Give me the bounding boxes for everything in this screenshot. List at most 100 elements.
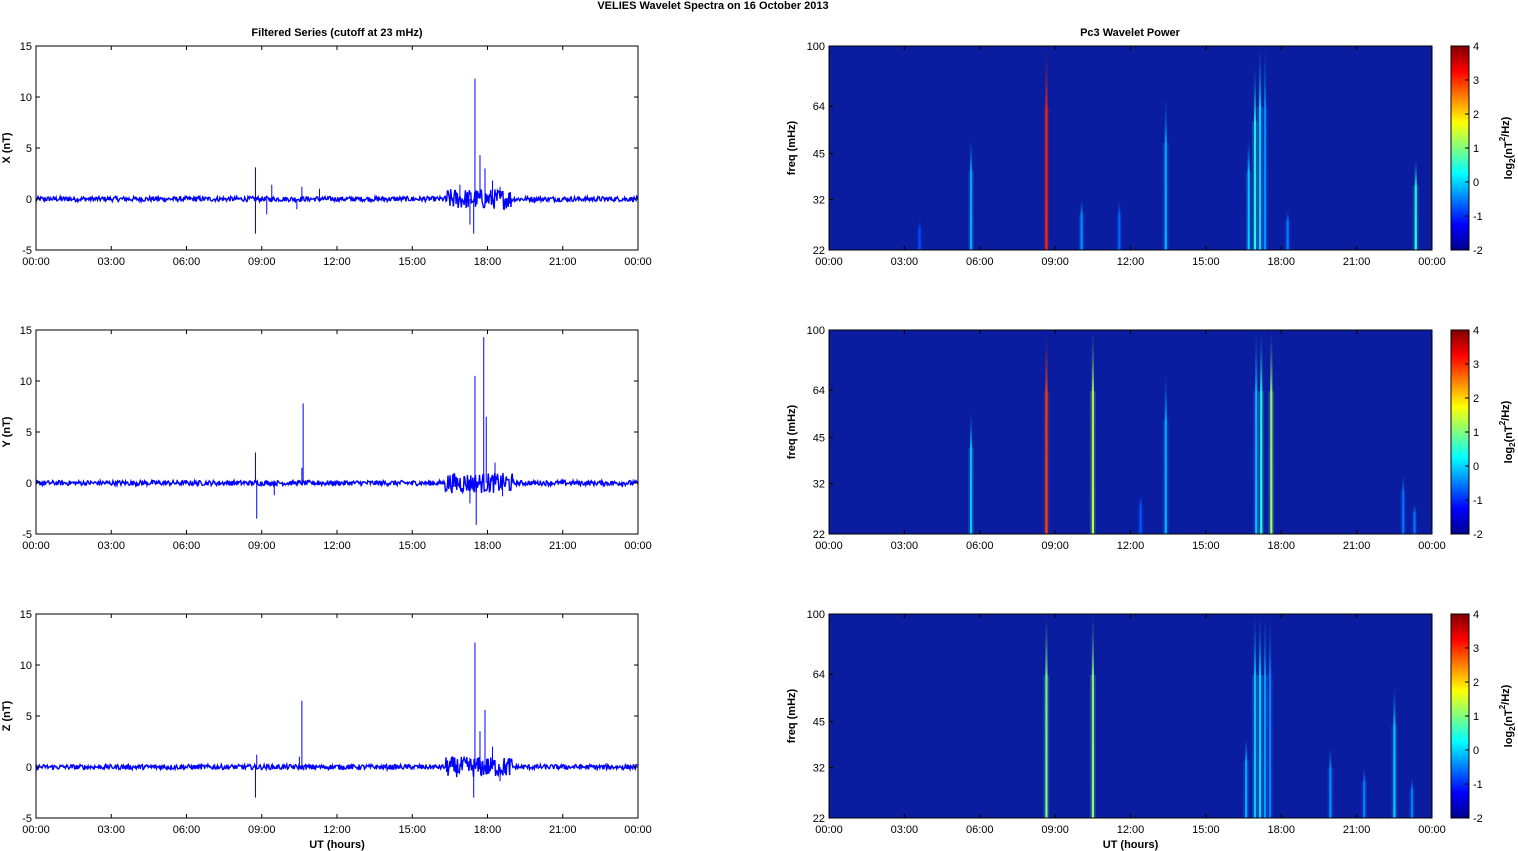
heatmap-background	[829, 614, 1432, 818]
power-streak-halo	[1078, 214, 1085, 250]
power-streak-halo	[1400, 491, 1407, 534]
power-streak-halo	[916, 228, 923, 250]
power-streak-halo	[1261, 675, 1268, 818]
wavelet-xtick-label: 09:00	[1041, 540, 1069, 552]
heatmap-background	[829, 46, 1432, 250]
wavelet-xtick-label: 15:00	[1192, 256, 1220, 268]
timeseries-xtick-label: 06:00	[173, 256, 201, 268]
ytick-label: -5	[22, 529, 32, 541]
y-axis-label: freq (mHz)	[786, 404, 798, 459]
power-streak	[1091, 614, 1095, 818]
timeseries-xtick-label: 15:00	[398, 256, 426, 268]
power-streak	[1255, 330, 1258, 534]
colorbar-tick-label: 4	[1473, 609, 1479, 621]
power-streak	[1410, 777, 1414, 818]
plot-area	[36, 330, 638, 534]
ytick-label: 0	[26, 762, 32, 774]
wavelet-xtick-label: 00:00	[1418, 824, 1446, 836]
colorbar-tick-label: 4	[1473, 325, 1479, 337]
power-streak-halo	[1245, 171, 1252, 250]
power-streak	[1258, 614, 1262, 818]
y-axis-label: freq (mHz)	[786, 688, 798, 743]
timeseries-xtick-label: 00:00	[624, 824, 652, 836]
wavelet-xtick-label: 21:00	[1343, 540, 1371, 552]
timeseries-xtick-label: 18:00	[474, 824, 502, 836]
timeseries-xtick-label: 00:00	[624, 256, 652, 268]
figure-title: VELIES Wavelet Spectra on 16 October 201…	[597, 0, 828, 12]
ytick-label: 45	[813, 717, 825, 729]
power-streak	[1258, 46, 1262, 250]
colorbar-tick-label: 0	[1473, 177, 1479, 189]
wavelet-xtick-label: 18:00	[1267, 824, 1295, 836]
ytick-label: 15	[20, 41, 32, 53]
timeseries-xtick-label: 21:00	[549, 540, 577, 552]
timeseries-xtick-label: 21:00	[549, 824, 577, 836]
power-streak-halo	[1411, 512, 1418, 534]
power-streak	[1268, 614, 1272, 818]
ytick-label: -5	[22, 813, 32, 825]
wavelet-xtick-label: 09:00	[1041, 824, 1069, 836]
left-column-title: Filtered Series (cutoff at 23 mHz)	[251, 27, 422, 39]
timeseries-xtick-label: 09:00	[248, 256, 276, 268]
timeseries-xtick-label: 09:00	[248, 540, 276, 552]
ytick-label: -5	[22, 245, 32, 257]
power-streak-halo	[1162, 142, 1169, 250]
power-streak	[1286, 209, 1289, 250]
ytick-label: 22	[813, 245, 825, 257]
ytick-label: 22	[813, 529, 825, 541]
ytick-label: 5	[26, 143, 32, 155]
power-streak-halo	[1251, 675, 1258, 818]
wavelet-xtick-label: 18:00	[1267, 540, 1295, 552]
colorbar-tick-label: 1	[1473, 427, 1479, 439]
plot-area	[36, 46, 638, 250]
power-streak-halo	[1284, 221, 1291, 250]
ytick-label: 0	[26, 194, 32, 206]
ytick-label: 22	[813, 813, 825, 825]
ytick-label: 10	[20, 92, 32, 104]
wavelet-xtick-label: 21:00	[1343, 256, 1371, 268]
power-streak-halo	[1137, 505, 1144, 534]
ytick-label: 64	[813, 101, 825, 113]
power-streak	[1263, 614, 1267, 818]
power-streak-halo	[967, 448, 974, 534]
ytick-label: 32	[813, 195, 825, 207]
y-axis-label: Y (nT)	[1, 416, 13, 447]
power-streak-halo	[1408, 789, 1415, 818]
power-streak-halo	[1391, 725, 1398, 818]
ytick-label: 32	[813, 763, 825, 775]
ytick-label: 45	[813, 433, 825, 445]
timeseries-xtick-label: 00:00	[624, 540, 652, 552]
timeseries-xtick-label: 12:00	[323, 824, 351, 836]
colorbar-tick-label: -2	[1473, 245, 1483, 257]
power-streak-halo	[1162, 419, 1169, 534]
wavelet-xtick-label: 00:00	[1418, 256, 1446, 268]
power-streak	[1139, 493, 1142, 534]
x-axis-label: UT (hours)	[1103, 839, 1159, 851]
y-axis-label: Z (nT)	[1, 700, 13, 731]
wavelet-xtick-label: 00:00	[1418, 540, 1446, 552]
ytick-label: 10	[20, 660, 32, 672]
colorbar-tick-label: 3	[1473, 75, 1479, 87]
power-streak	[1270, 330, 1273, 534]
wavelet-xtick-label: 03:00	[891, 540, 919, 552]
power-streak	[969, 137, 973, 250]
wavelet-xtick-label: 00:00	[815, 824, 843, 836]
timeseries-xtick-label: 18:00	[474, 540, 502, 552]
power-streak	[1118, 199, 1121, 250]
timeseries-xtick-label: 12:00	[323, 540, 351, 552]
power-streak-halo	[1253, 391, 1260, 534]
power-streak-halo	[1043, 107, 1050, 250]
colorbar-tick-label: 2	[1473, 393, 1479, 405]
power-streak	[1164, 370, 1167, 534]
ytick-label: 5	[26, 711, 32, 723]
wavelet-xtick-label: 09:00	[1041, 256, 1069, 268]
ytick-label: 100	[807, 41, 825, 53]
ytick-label: 15	[20, 325, 32, 337]
wavelet-xtick-label: 00:00	[815, 256, 843, 268]
power-streak	[1045, 46, 1048, 250]
colorbar-tick-label: -1	[1473, 495, 1483, 507]
power-streak	[1091, 330, 1095, 534]
power-streak	[1393, 685, 1396, 818]
power-streak-halo	[1089, 675, 1096, 818]
timeseries-panel-3: -5 0 5 10 15 00:00 03:00 06:00 09:00 12:00 15:00 18…	[1, 609, 652, 851]
